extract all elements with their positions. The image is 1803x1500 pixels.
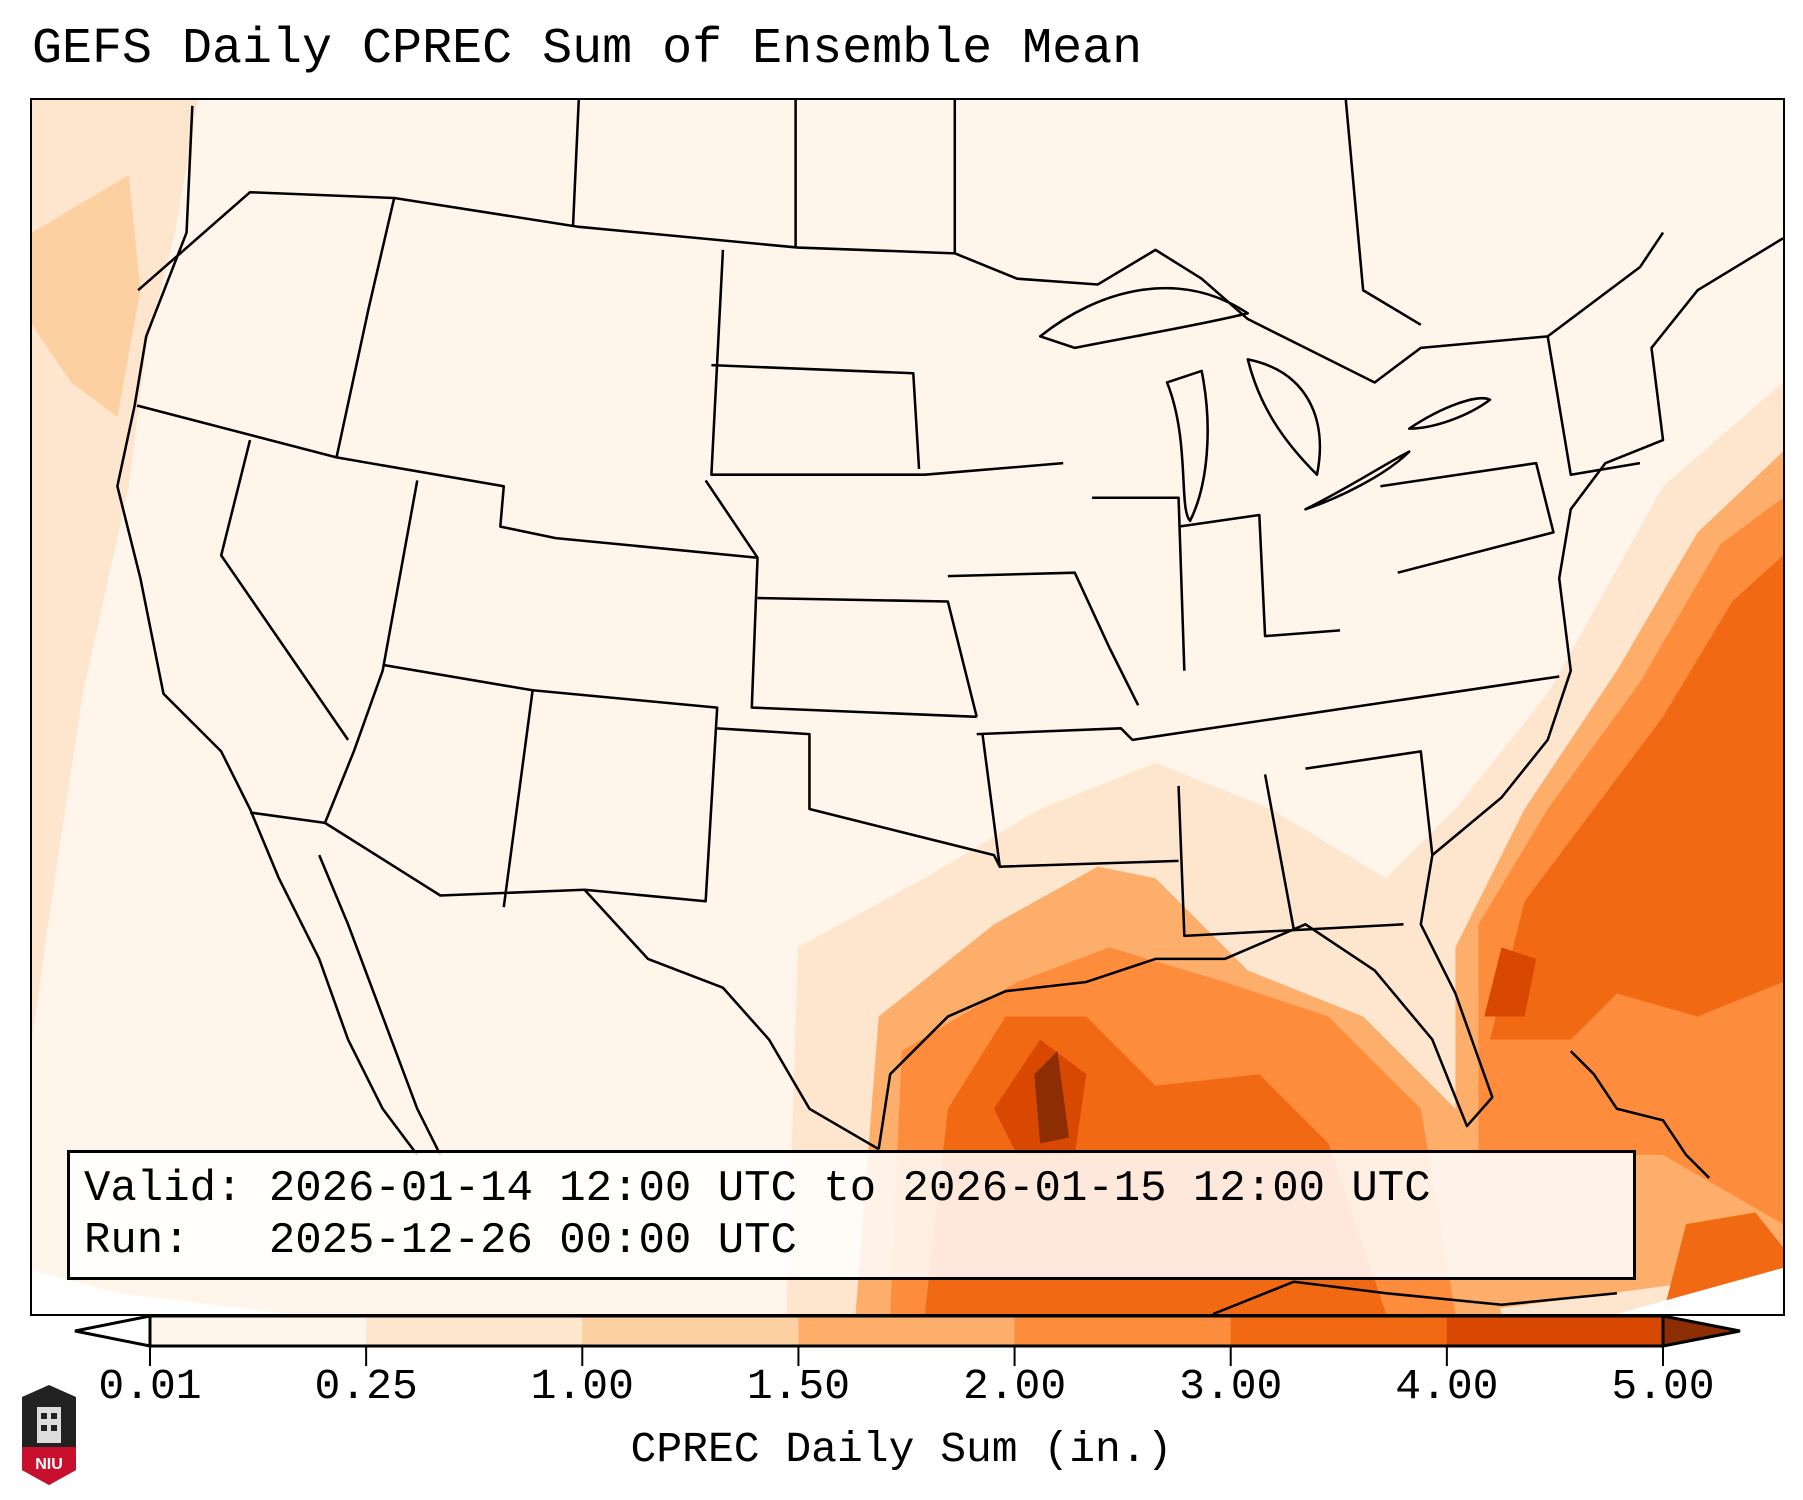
- colorbar-tick-label: 3.00: [1179, 1362, 1283, 1411]
- state-line: [1546, 336, 1641, 476]
- validity-info-box: Valid: 2026-01-14 12:00 UTC to 2026-01-1…: [67, 1150, 1636, 1280]
- state-line: [757, 596, 978, 718]
- lake-erie: [1304, 450, 1411, 511]
- run-time-text: Run: 2025-12-26 00:00 UTC: [84, 1216, 797, 1266]
- precip-map: [30, 98, 1785, 1316]
- precip-field: [32, 100, 1783, 1314]
- colorbar-axis-label: CPREC Daily Sum (in.): [630, 1425, 1173, 1474]
- state-line: [1380, 461, 1555, 574]
- lake-michigan: [1165, 369, 1209, 523]
- state-line: [976, 675, 1560, 742]
- state-line: [1178, 513, 1341, 638]
- state-line: [981, 733, 1179, 868]
- map-canvas: [32, 100, 1783, 1314]
- lake-superior: [1038, 286, 1250, 350]
- colorbar-bin: [150, 1316, 367, 1346]
- colorbar-tick-label: 4.00: [1395, 1362, 1499, 1411]
- colorbar-tick-label: 0.25: [314, 1362, 418, 1411]
- colorbar-tick-label: 0.01: [98, 1362, 202, 1411]
- map-boundaries: [116, 100, 1783, 1314]
- state-line: [947, 571, 1140, 706]
- state-line: [704, 479, 759, 559]
- state-line: [571, 100, 581, 227]
- precip-atlantic-core: [1490, 555, 1783, 1040]
- colorbar-bin: [1230, 1316, 1448, 1346]
- colorbar-bin: [582, 1316, 799, 1346]
- state-line: [1177, 785, 1404, 938]
- state-line: [1305, 750, 1434, 856]
- lake-ontario: [1407, 397, 1492, 430]
- baja-coast: [318, 854, 442, 1156]
- colorbar-tick-label: 1.00: [530, 1362, 634, 1411]
- state-line: [1344, 100, 1422, 326]
- cuba-coast: [1212, 1280, 1618, 1314]
- niu-logo: NIU: [22, 1385, 76, 1485]
- us-mexico-border: [249, 811, 880, 1151]
- state-line: [1092, 496, 1186, 671]
- precip-atlantic-max: [1484, 947, 1537, 1017]
- state-line: [532, 689, 719, 903]
- us-coastline: [116, 105, 419, 1156]
- colorbar-over-triangle: [1661, 1314, 1741, 1348]
- bahamas: [1569, 1050, 1711, 1179]
- state-line: [710, 249, 1064, 476]
- state-line: [1263, 774, 1296, 931]
- projection-edge-left: [32, 1270, 291, 1314]
- state-line: [382, 663, 534, 908]
- precip-pacific-core: [32, 174, 141, 418]
- colorbar-bin: [366, 1316, 583, 1346]
- state-line: [711, 363, 921, 470]
- logo-text: NIU: [35, 1456, 63, 1473]
- state-line: [323, 480, 419, 824]
- colorbar-tick-label: 2.00: [962, 1362, 1067, 1411]
- colorbar-ticks: [149, 1346, 1664, 1366]
- state-line: [717, 727, 1001, 868]
- colorbar-frame: [148, 1314, 1665, 1348]
- colorbar-bin: [1446, 1316, 1664, 1346]
- colorbar-bin: [798, 1316, 1016, 1346]
- colorbar-bin: [1014, 1316, 1232, 1346]
- colorbar-tick-label: 1.50: [746, 1362, 851, 1411]
- valid-time-text: Valid: 2026-01-14 12:00 UTC to 2026-01-1…: [84, 1164, 1431, 1214]
- colorbar-tick-label: 5.00: [1611, 1362, 1715, 1411]
- gulf-coast: [877, 237, 1783, 1150]
- precip-gulf-peak: [1034, 1051, 1069, 1144]
- plot-title: GEFS Daily CPREC Sum of Ensemble Mean: [32, 21, 1143, 78]
- colorbar-under-triangle: [74, 1314, 152, 1348]
- colorbar: [74, 1314, 1741, 1348]
- state-line: [219, 439, 350, 741]
- state-line: [136, 404, 977, 719]
- canada-border: [137, 190, 1665, 384]
- lake-huron: [1246, 358, 1322, 476]
- state-line: [335, 197, 396, 458]
